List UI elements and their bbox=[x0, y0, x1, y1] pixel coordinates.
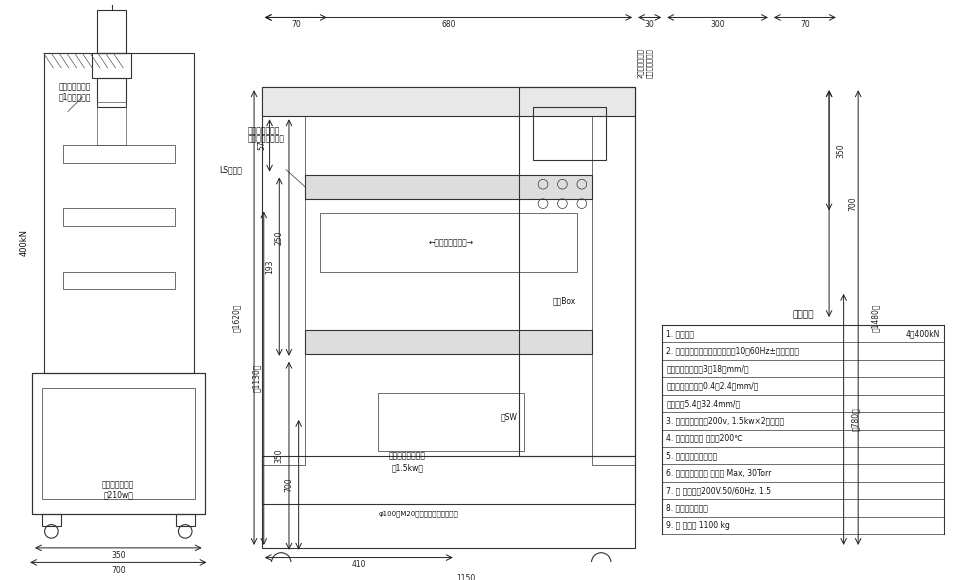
Text: 70: 70 bbox=[800, 20, 809, 29]
Bar bbox=[262, 117, 305, 465]
Text: 700: 700 bbox=[284, 477, 294, 492]
Text: 下降　5.4～32.4mm/秒: 下降 5.4～32.4mm/秒 bbox=[666, 399, 740, 408]
Text: （1.5kw）: （1.5kw） bbox=[392, 463, 423, 472]
Bar bbox=[97, 102, 126, 146]
Text: 親SW: 親SW bbox=[501, 412, 517, 422]
Text: 410: 410 bbox=[351, 560, 366, 569]
Text: 6. 真空チャンバー 真空度 Max, 30Torr: 6. 真空チャンバー 真空度 Max, 30Torr bbox=[666, 469, 772, 478]
Text: 3. ヒーター　単相200v, 1.5kw×2（上下）: 3. ヒーター 単相200v, 1.5kw×2（上下） bbox=[666, 416, 784, 425]
Bar bbox=[97, 10, 126, 53]
Bar bbox=[176, 514, 195, 525]
Text: LSトック: LSトック bbox=[220, 165, 243, 174]
Bar bbox=[92, 53, 131, 78]
Bar bbox=[262, 87, 636, 117]
Text: 5. 冷却方式　自然冷却: 5. 冷却方式 自然冷却 bbox=[666, 451, 717, 461]
Text: 油圧ユニット内蔵: 油圧ユニット内蔵 bbox=[389, 451, 426, 461]
Text: 70: 70 bbox=[291, 20, 300, 29]
Text: 7. 電 源　三相200V.50/60Hz. 1.5: 7. 電 源 三相200V.50/60Hz. 1.5 bbox=[666, 486, 771, 495]
Bar bbox=[41, 514, 61, 525]
Text: 〈1620〉: 〈1620〉 bbox=[232, 303, 241, 332]
Text: 1. 成形能力: 1. 成形能力 bbox=[666, 329, 694, 338]
Text: （1辺き調板）: （1辺き調板） bbox=[59, 92, 90, 101]
Text: 2色パトライト: 2色パトライト bbox=[636, 48, 643, 78]
Text: 250: 250 bbox=[275, 230, 284, 245]
Text: 負荷時　0.4～2.4　mm/秒: 負荷時 0.4～2.4 mm/秒 bbox=[666, 382, 758, 390]
Bar bbox=[262, 87, 636, 504]
Text: 193: 193 bbox=[265, 259, 275, 274]
Bar bbox=[518, 87, 636, 456]
Bar bbox=[63, 208, 175, 226]
Text: 9. 質 量　約 1100 kg: 9. 質 量 約 1100 kg bbox=[666, 521, 730, 530]
Text: 4. 温度制御範囲 常温～200℃: 4. 温度制御範囲 常温～200℃ bbox=[666, 434, 743, 443]
Bar bbox=[32, 374, 204, 514]
Bar bbox=[63, 271, 175, 289]
Bar bbox=[305, 329, 591, 354]
Text: 350: 350 bbox=[836, 143, 845, 158]
Text: 2. 成形速度（インバータ周波数10～60Hz±時計算値）: 2. 成形速度（インバータ周波数10～60Hz±時計算値） bbox=[666, 346, 799, 356]
Text: 上昇　騒音時　3～18　mm/秒: 上昇 騒音時 3～18 mm/秒 bbox=[666, 364, 749, 373]
Text: 300: 300 bbox=[710, 20, 725, 29]
Bar bbox=[534, 107, 606, 160]
Text: φ100（M20）アジャスターフット: φ100（M20）アジャスターフット bbox=[379, 510, 459, 517]
Text: 8. 塗装色　指定色: 8. 塗装色 指定色 bbox=[666, 503, 708, 513]
Bar bbox=[32, 374, 204, 514]
Bar bbox=[320, 213, 577, 271]
Text: 57: 57 bbox=[257, 140, 266, 150]
Text: 700: 700 bbox=[111, 566, 126, 575]
Bar bbox=[43, 53, 194, 374]
Bar bbox=[305, 175, 591, 199]
Text: （ファービー）: （ファービー） bbox=[646, 48, 653, 78]
Text: （210w）: （210w） bbox=[104, 490, 133, 499]
Text: 〈1480〉: 〈1480〉 bbox=[871, 303, 880, 332]
Text: 三方安全カバー: 三方安全カバー bbox=[59, 83, 90, 92]
Text: 制御Box: 制御Box bbox=[553, 296, 576, 305]
Text: 機械仕様: 機械仕様 bbox=[792, 311, 814, 320]
Bar bbox=[262, 456, 636, 548]
Text: 1150: 1150 bbox=[456, 574, 475, 580]
Text: 4～400kN: 4～400kN bbox=[905, 329, 940, 338]
Text: 〈1130〉: 〈1130〉 bbox=[252, 364, 260, 393]
Text: 350: 350 bbox=[275, 448, 284, 463]
Text: 400kN: 400kN bbox=[20, 229, 29, 256]
Text: 真空ポンプ内蔵: 真空ポンプ内蔵 bbox=[102, 480, 134, 490]
Bar bbox=[97, 78, 126, 107]
Text: 30: 30 bbox=[645, 20, 655, 29]
Text: ←真空チャンバー→: ←真空チャンバー→ bbox=[428, 238, 473, 247]
Bar bbox=[41, 388, 195, 499]
Bar bbox=[591, 117, 636, 465]
Text: 700: 700 bbox=[849, 196, 858, 211]
Bar bbox=[378, 393, 523, 451]
Text: （メカニコー２）: （メカニコー２） bbox=[248, 134, 284, 143]
Text: 〈780〉: 〈780〉 bbox=[851, 408, 860, 432]
Bar bbox=[63, 146, 175, 163]
Text: 350: 350 bbox=[111, 551, 126, 560]
Text: 680: 680 bbox=[442, 20, 456, 29]
Text: エリアセンサー: エリアセンサー bbox=[248, 126, 279, 135]
